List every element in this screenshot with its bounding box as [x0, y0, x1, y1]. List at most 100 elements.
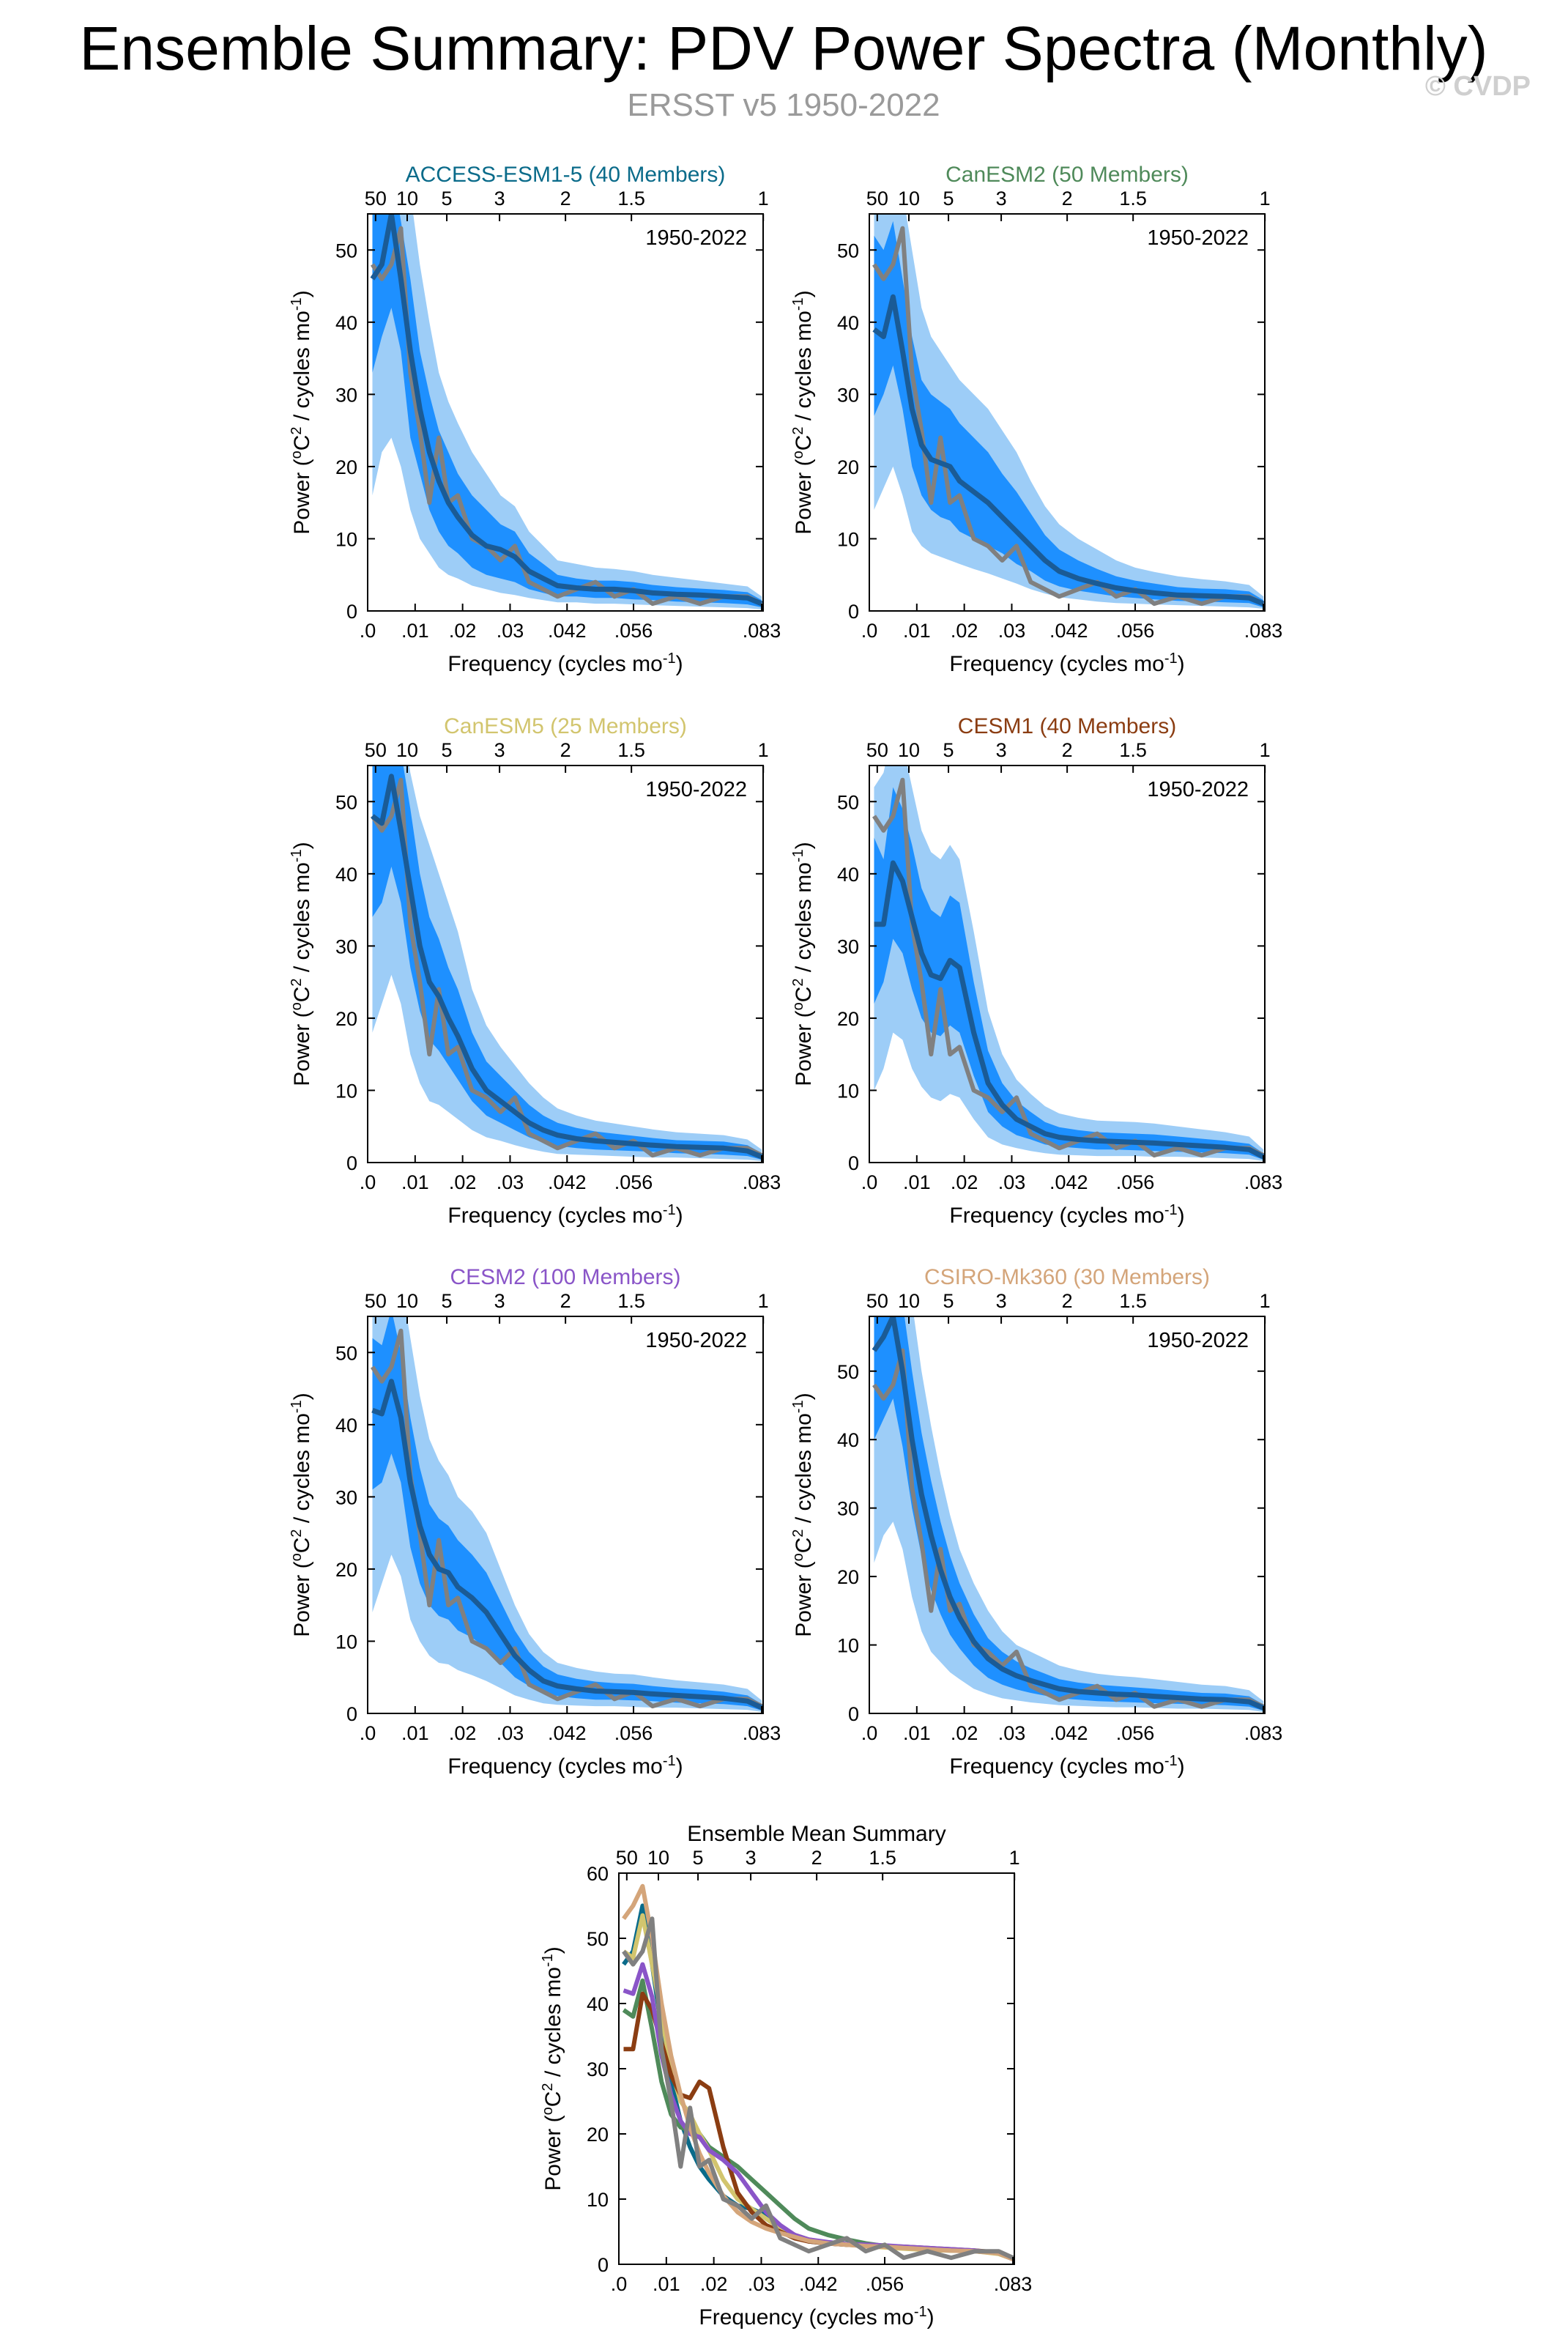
x-tick-label: .042: [799, 2273, 838, 2295]
y-tick-label: 0: [346, 1152, 357, 1174]
x-axis-label: Frequency (cycles mo-1): [699, 2304, 934, 2329]
top-tick-label: 1: [1260, 1290, 1271, 1312]
x-tick-label: .02: [449, 1171, 477, 1193]
period-label: 1950-2022: [1147, 1329, 1249, 1352]
chart-panel-6: 1950-2022 0 10 20 30 40 50 .0 .01 .02 .03 .042 .056.…: [790, 1265, 1283, 1779]
x-tick-label: .01: [903, 620, 931, 642]
y-tick-label: 10: [335, 528, 357, 550]
y-axis-label: Power (oC2 / cycles mo-1): [540, 1946, 565, 2190]
obs-line: [872, 777, 1265, 1158]
y-tick-label: 50: [335, 791, 357, 813]
y-tick-label: 50: [837, 791, 859, 813]
plot-area: [872, 766, 1265, 1161]
obs-line: [872, 226, 1265, 607]
x-tick-label: .03: [998, 620, 1026, 642]
x-tick-label: .02: [700, 2273, 728, 2295]
y-tick-label: 20: [335, 1559, 357, 1581]
chart-panel-2: 1950-2022 0 10 20 30 40 50 .0 .01 .02 .03 .042 .056.…: [790, 163, 1282, 676]
y-tick-label: 30: [837, 935, 859, 957]
y-tick-label: 10: [335, 1080, 357, 1102]
panel-title: ACCESS-ESM1-5 (40 Members): [406, 163, 726, 187]
top-tick-label: 1: [758, 188, 769, 210]
y-tick-label: 20: [837, 456, 859, 478]
x-tick-label: .03: [998, 1171, 1026, 1193]
x-tick-label: .042: [1049, 620, 1088, 642]
plot-area: [872, 214, 1265, 609]
top-tick-label: 3: [494, 188, 505, 210]
y-tick-label: 40: [335, 312, 357, 334]
series-line-canesm5: [622, 1913, 1014, 2261]
y-tick-label: 50: [335, 240, 357, 262]
ensemble-mean-line: [872, 294, 1265, 607]
x-tick-label: .056: [614, 620, 653, 642]
x-tick-label: .083: [1244, 620, 1283, 642]
obs-line: [370, 777, 763, 1158]
charts-container: 1950-202201020304050.0.01.02.03.042.056.…: [289, 163, 1283, 2329]
x-tick-label: .042: [548, 620, 587, 642]
y-axis-label: Power (oC2 / cycles mo-1): [790, 1393, 816, 1637]
top-tick-label: 10: [898, 1290, 920, 1312]
top-tick-label: 50: [866, 739, 888, 761]
top-tick-label: 10: [898, 188, 920, 210]
period-label: 1950-2022: [1147, 778, 1249, 801]
x-tick-label: .056: [614, 1171, 653, 1193]
top-tick-label: 5: [943, 739, 954, 761]
top-tick-label: 50: [365, 1290, 387, 1312]
y-tick-label: 40: [837, 864, 859, 886]
period-label: 1950-2022: [645, 778, 747, 801]
y-tick-label: 30: [837, 1498, 859, 1520]
band-outer: [372, 1316, 762, 1712]
plot-area: [370, 214, 763, 609]
top-tick-label: 3: [996, 739, 1007, 761]
x-tick-label: .03: [998, 1722, 1026, 1744]
x-axis-label: Frequency (cycles mo-1): [447, 1753, 683, 1779]
top-tick-label: 1.5: [869, 1847, 896, 1869]
ensemble-mean-line: [371, 1379, 763, 1710]
watermark: © CVDP: [1425, 71, 1531, 102]
x-tick-label: .042: [1049, 1722, 1088, 1744]
y-tick-label: 40: [335, 1415, 357, 1437]
x-tick-label: .03: [497, 1722, 524, 1744]
plot-area: [622, 1883, 1014, 2261]
band-outer: [874, 1316, 1264, 1713]
period-label: 1950-2022: [645, 226, 747, 250]
x-tick-label: .02: [951, 620, 978, 642]
x-tick-label: .02: [449, 1722, 477, 1744]
x-axis-label: Frequency (cycles mo-1): [949, 1753, 1184, 1779]
top-tick-label: 1: [1009, 1847, 1020, 1869]
series-line-cesm2: [623, 1962, 1014, 2261]
x-tick-label: .0: [360, 1722, 376, 1744]
x-axis-label: Frequency (cycles mo-1): [447, 1202, 683, 1228]
x-tick-label: .0: [861, 620, 878, 642]
chart-panel-7: 0 10 20 30 40 50 60 .0 .01 .02 .03 .042 .056 .083 50 10…: [540, 1822, 1032, 2329]
x-tick-label: .02: [951, 1171, 978, 1193]
x-tick-label: .0: [861, 1722, 878, 1744]
top-tick-label: 2: [560, 739, 571, 761]
x-tick-label: .02: [449, 620, 477, 642]
panel-title: CanESM2 (50 Members): [945, 163, 1189, 187]
plot-area: [872, 1316, 1265, 1713]
y-tick-label: 30: [587, 2058, 609, 2080]
x-tick-label: .083: [743, 1171, 781, 1193]
x-tick-label: .042: [1049, 1171, 1088, 1193]
period-label: 1950-2022: [1147, 226, 1249, 250]
band-inner: [372, 1316, 762, 1711]
x-tick-label: .01: [653, 2273, 680, 2295]
y-tick-label: 50: [837, 1361, 859, 1383]
top-tick-label: 5: [943, 1290, 954, 1312]
top-tick-label: 10: [647, 1847, 669, 1869]
top-tick-label: 50: [365, 739, 387, 761]
top-tick-label: 5: [693, 1847, 704, 1869]
x-tick-label: .083: [1244, 1722, 1283, 1744]
series-line-ersst v5: [622, 1916, 1014, 2261]
top-tick-label: 3: [494, 739, 505, 761]
y-tick-label: 40: [335, 864, 357, 886]
chart-panel-3: 1950-2022 0 10 20 30 40 50 .0 .01 .02 .03 .042 .056.…: [289, 714, 781, 1228]
top-tick-label: 5: [442, 188, 453, 210]
y-axis-label: Power (oC2 / cycles mo-1): [289, 1393, 314, 1637]
top-tick-label: 1.5: [1119, 739, 1147, 761]
period-label: 1950-2022: [645, 1329, 747, 1352]
top-tick-label: 10: [396, 1290, 418, 1312]
panel-title: CSIRO-Mk360 (30 Members): [924, 1265, 1210, 1289]
top-tick-label: 5: [442, 739, 453, 761]
